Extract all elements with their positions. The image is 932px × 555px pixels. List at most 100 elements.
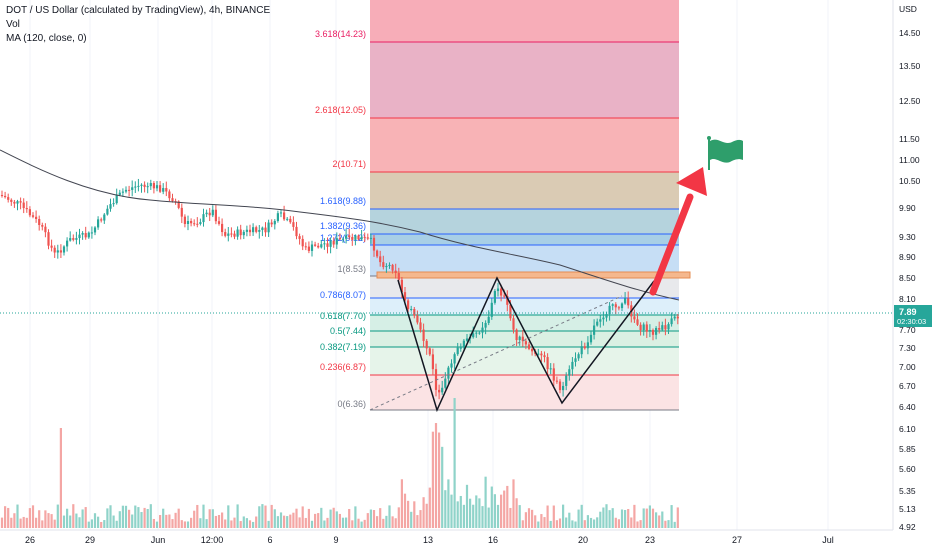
moving-average-label[interactable]: MA (120, close, 0) bbox=[6, 33, 87, 44]
volume-bar bbox=[633, 504, 636, 528]
volume-bar bbox=[372, 510, 376, 528]
candle-body bbox=[459, 347, 462, 349]
target-arrow[interactable] bbox=[649, 167, 707, 296]
volume-bar bbox=[475, 495, 478, 528]
time-axis[interactable]: 26 29 Jun 12:00 6 9 13 16 20 23 27 Jul bbox=[25, 535, 834, 545]
candle-body bbox=[310, 244, 314, 251]
candle-body bbox=[25, 208, 28, 210]
candle-body bbox=[103, 214, 106, 221]
candle-body bbox=[651, 330, 655, 335]
flag-icon[interactable] bbox=[707, 136, 743, 170]
candle-body bbox=[53, 247, 56, 253]
candle-body bbox=[38, 219, 41, 226]
candle-body bbox=[562, 385, 565, 391]
candle-body bbox=[348, 235, 351, 238]
candle-body bbox=[115, 194, 118, 204]
candle-body bbox=[608, 305, 611, 315]
volume-bar bbox=[81, 509, 84, 528]
candle-body bbox=[47, 232, 50, 246]
candle-body bbox=[558, 381, 562, 391]
volume-bar bbox=[255, 516, 258, 528]
volume-bar bbox=[19, 518, 22, 528]
w-pattern-line[interactable] bbox=[397, 276, 655, 413]
volume-bar bbox=[261, 504, 264, 528]
candle-body bbox=[59, 250, 62, 253]
candle-body bbox=[242, 231, 245, 236]
volume-bar bbox=[84, 507, 87, 528]
volume-bar bbox=[190, 517, 193, 528]
volume-bar bbox=[546, 505, 549, 528]
price-axis[interactable]: USD 14.50 13.50 12.50 11.50 11.00 10.50 … bbox=[899, 4, 921, 532]
candle-body bbox=[589, 334, 593, 343]
candle-body bbox=[190, 221, 193, 224]
volume-bar bbox=[357, 518, 360, 528]
candle-body bbox=[323, 243, 326, 245]
volume-bar bbox=[602, 507, 605, 528]
volume-bar bbox=[441, 446, 444, 528]
volume-bar bbox=[651, 508, 655, 528]
volume-bar bbox=[329, 509, 332, 528]
fib-zone-1382-1618 bbox=[370, 209, 679, 234]
volume-bar bbox=[28, 508, 31, 528]
candle-body bbox=[69, 238, 72, 241]
volume-bar bbox=[224, 519, 227, 528]
volume-bar bbox=[193, 510, 196, 528]
time-tick: 16 bbox=[488, 535, 498, 545]
volume-bar bbox=[605, 504, 608, 528]
arrow-head-icon bbox=[676, 167, 707, 196]
volume-bars bbox=[0, 398, 679, 528]
price-tick: 7.70 bbox=[899, 325, 916, 335]
fib-zone-05-0618 bbox=[370, 315, 679, 331]
volume-indicator-label[interactable]: Vol bbox=[6, 19, 20, 30]
fib-label-3618: 3.618(14.23) bbox=[315, 29, 366, 39]
candle-body bbox=[283, 212, 286, 220]
candle-body bbox=[100, 219, 103, 221]
fib-zone-0382-05 bbox=[370, 331, 679, 347]
volume-bar bbox=[128, 509, 131, 528]
candle-body bbox=[341, 238, 345, 240]
volume-bar bbox=[444, 490, 447, 528]
volume-bar bbox=[44, 510, 47, 528]
price-tick: 9.30 bbox=[899, 232, 916, 242]
volume-bar bbox=[391, 516, 394, 528]
price-tick: 12.50 bbox=[899, 96, 921, 106]
volume-bar bbox=[25, 517, 28, 528]
candle-body bbox=[444, 378, 447, 388]
volume-bar bbox=[382, 518, 385, 528]
volume-bar bbox=[279, 512, 283, 528]
candle-body bbox=[543, 355, 546, 358]
candle-body bbox=[453, 354, 456, 364]
volume-bar bbox=[199, 518, 202, 528]
volume-bar bbox=[326, 517, 329, 528]
volume-bar bbox=[140, 512, 143, 528]
volume-bar bbox=[434, 423, 438, 528]
volume-bar bbox=[537, 521, 540, 528]
time-tick: 26 bbox=[25, 535, 35, 545]
volume-bar bbox=[407, 500, 410, 528]
volume-bar bbox=[62, 515, 66, 528]
candle-body bbox=[165, 188, 168, 192]
resistance-box[interactable] bbox=[376, 271, 691, 279]
volume-bar bbox=[56, 504, 59, 528]
dashed-trendline[interactable] bbox=[369, 295, 623, 411]
candle-body bbox=[602, 317, 605, 320]
candle-body bbox=[168, 191, 171, 199]
moving-average-line bbox=[0, 149, 680, 301]
volume-bar bbox=[422, 497, 425, 528]
volume-bar bbox=[317, 513, 320, 528]
volume-bar bbox=[642, 508, 645, 528]
candle-body bbox=[388, 264, 391, 266]
volume-bar bbox=[341, 517, 345, 528]
volume-bar bbox=[304, 517, 307, 528]
candle-body bbox=[298, 236, 301, 239]
volume-bar bbox=[208, 509, 211, 528]
candle-body bbox=[112, 203, 115, 205]
volume-bar bbox=[614, 517, 617, 528]
volume-bar bbox=[320, 507, 323, 528]
candle-body bbox=[667, 324, 670, 330]
volume-bar bbox=[53, 519, 56, 528]
symbol-title[interactable]: DOT / US Dollar (calculated by TradingVi… bbox=[6, 5, 271, 16]
volume-bar bbox=[227, 505, 230, 528]
